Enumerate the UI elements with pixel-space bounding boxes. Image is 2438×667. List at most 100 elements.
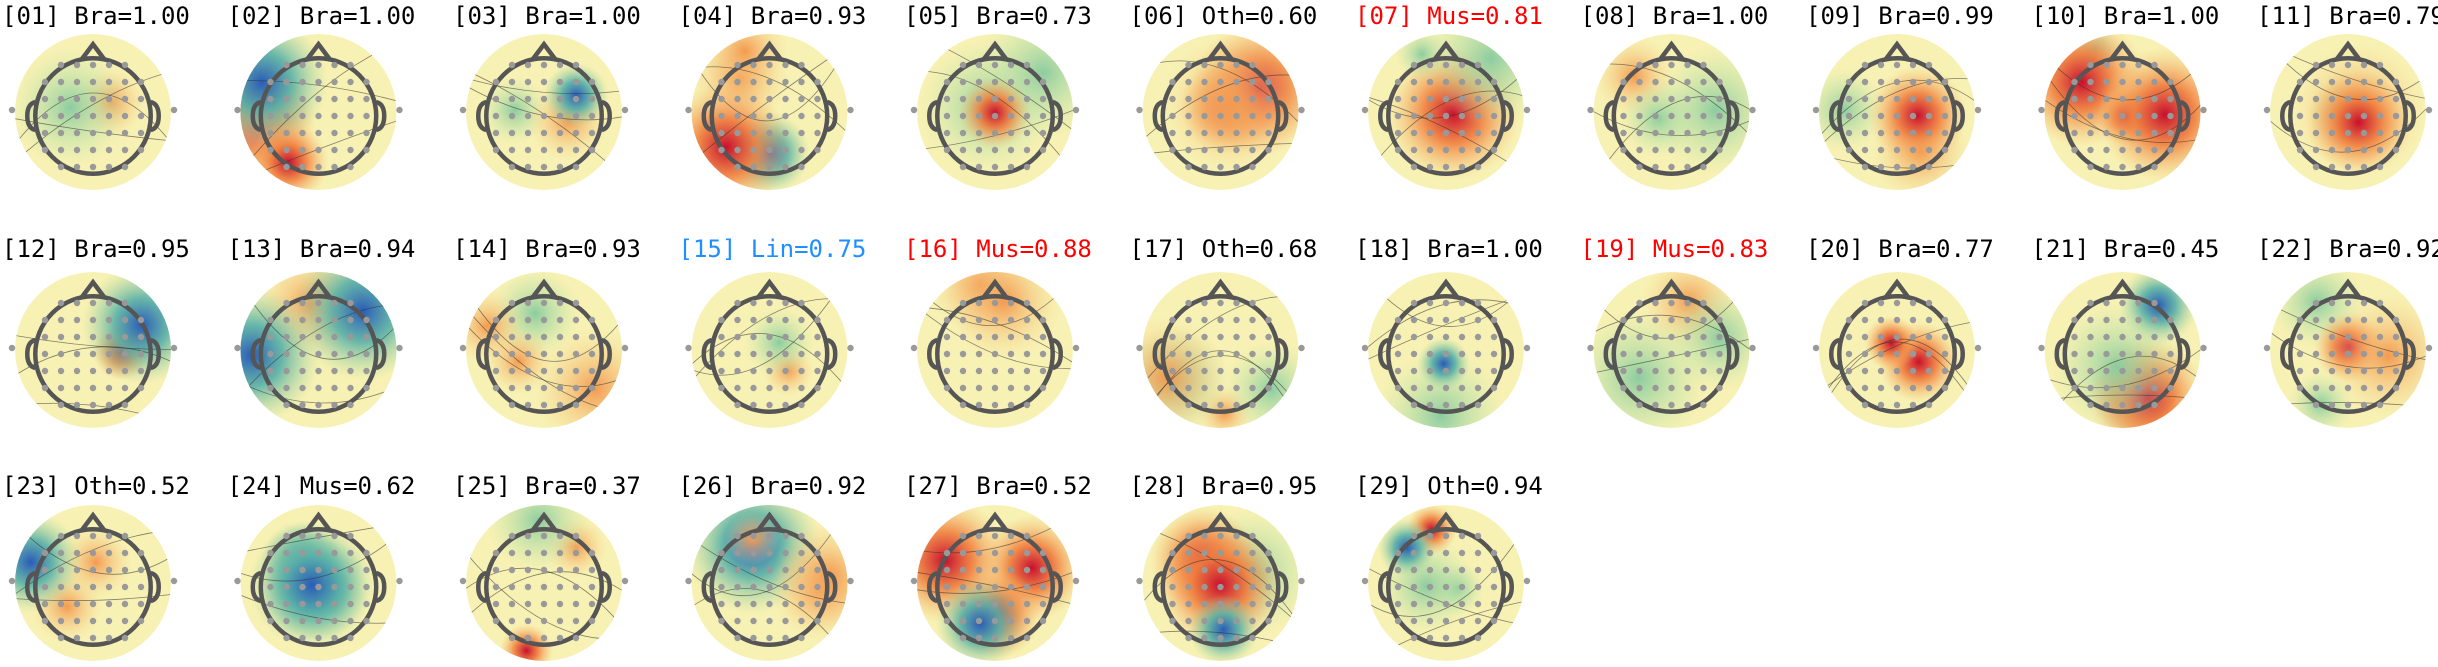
electrode	[2135, 61, 2142, 69]
electrode	[1668, 61, 1675, 69]
electrode	[2151, 112, 2158, 120]
electrode	[734, 112, 741, 120]
electrode	[798, 316, 805, 324]
electrode	[1620, 384, 1627, 392]
electrode	[1861, 384, 1869, 392]
electrode	[105, 634, 113, 642]
electrode	[1684, 95, 1691, 103]
electrode	[750, 634, 757, 642]
electrode	[766, 146, 773, 154]
electrode	[798, 146, 805, 154]
electrode	[347, 61, 354, 69]
head-outline	[1386, 294, 1506, 414]
electrode	[89, 583, 97, 591]
head-outline	[484, 294, 604, 414]
electrode	[1620, 333, 1627, 341]
electrode	[1668, 112, 1675, 120]
electrode	[1394, 95, 1402, 103]
electrode	[315, 634, 322, 642]
electrode	[121, 583, 129, 591]
electrode	[2151, 61, 2158, 69]
electrode	[41, 549, 49, 557]
electrode	[1974, 344, 1982, 352]
electrode	[73, 163, 81, 171]
electrode	[2103, 61, 2110, 69]
electrode	[2376, 112, 2384, 120]
electrode	[1490, 367, 1498, 375]
electrode	[121, 95, 129, 103]
ear	[375, 570, 387, 604]
electrode	[2360, 129, 2368, 137]
electrode	[959, 61, 967, 69]
electrode	[1249, 163, 1256, 171]
electrode	[991, 566, 999, 574]
electrode	[508, 532, 516, 540]
electrode	[1249, 316, 1256, 324]
electrode	[1474, 78, 1482, 86]
electrode	[2087, 333, 2094, 341]
electrode	[1458, 401, 1466, 409]
electrode	[959, 634, 967, 642]
electrode	[943, 600, 951, 608]
electrode	[1426, 600, 1434, 608]
component-title: [20] Bra=0.77	[1806, 235, 1994, 263]
electrode	[1201, 549, 1208, 557]
electrode	[2360, 95, 2368, 103]
electrode	[1201, 401, 1208, 409]
electrode	[2103, 333, 2110, 341]
electrode	[347, 617, 354, 625]
component-title: [05] Bra=0.73	[904, 2, 1092, 30]
electrode	[331, 316, 338, 324]
electrode	[1394, 600, 1402, 608]
electrode	[234, 106, 241, 114]
electrode	[1249, 367, 1256, 375]
electrode	[492, 549, 500, 557]
electrode	[267, 367, 274, 375]
electrode	[347, 549, 354, 557]
electrode	[1039, 583, 1047, 591]
ear	[2280, 99, 2292, 133]
electrode	[540, 634, 548, 642]
electrode	[572, 163, 580, 171]
electrode	[1845, 367, 1853, 375]
nose	[1432, 278, 1460, 300]
electrode	[283, 583, 290, 591]
electrode	[1442, 129, 1450, 137]
electrode	[1652, 112, 1659, 120]
electrode	[2328, 78, 2336, 86]
electrode	[267, 78, 274, 86]
electrode	[315, 163, 322, 171]
electrode	[734, 146, 741, 154]
electrode	[782, 583, 789, 591]
electrode	[1410, 617, 1418, 625]
head-outline	[935, 56, 1055, 176]
electrode	[734, 367, 741, 375]
ear	[701, 570, 713, 604]
electrode	[2151, 163, 2158, 171]
electrode	[524, 549, 532, 557]
electrode	[1039, 600, 1047, 608]
electrode	[89, 299, 97, 307]
electrode	[1442, 78, 1450, 86]
electrode	[1845, 78, 1853, 86]
component-title: [07] Mus=0.81	[1355, 2, 1543, 30]
electrode	[2360, 112, 2368, 120]
electrode	[540, 316, 548, 324]
electrode	[1265, 350, 1272, 358]
electrode	[1684, 146, 1691, 154]
electrode	[798, 350, 805, 358]
electrode	[1023, 350, 1031, 358]
electrode	[782, 600, 789, 608]
electrode	[2312, 95, 2320, 103]
electrode	[1652, 367, 1659, 375]
electrode	[750, 384, 757, 392]
electrode	[782, 384, 789, 392]
electrode	[1941, 129, 1949, 137]
electrode	[847, 577, 854, 585]
electrode	[621, 106, 629, 114]
electrode	[2167, 316, 2174, 324]
electrode	[315, 384, 322, 392]
ear	[1728, 99, 1740, 133]
electrode	[331, 129, 338, 137]
